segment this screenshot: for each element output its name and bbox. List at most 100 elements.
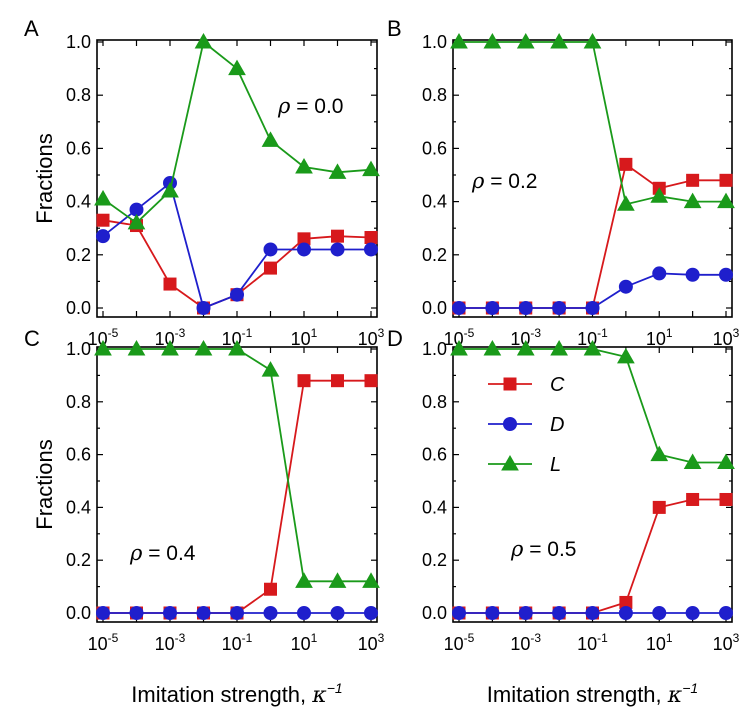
rho-value: = 0.5 bbox=[523, 538, 576, 561]
point-l bbox=[127, 213, 146, 230]
y-axis-title: Fractions bbox=[32, 439, 57, 529]
x-tick-label: 103 bbox=[358, 631, 385, 654]
x-tick-exp: 1 bbox=[311, 631, 318, 645]
x-tick-exp: -1 bbox=[242, 631, 253, 645]
x-axis-title-exp: −1 bbox=[682, 680, 698, 696]
y-tick-label: 1.0 bbox=[422, 339, 447, 359]
legend-label-d: D bbox=[550, 414, 564, 436]
point-d bbox=[552, 301, 567, 315]
panel-b-rho: ρ = 0.2 bbox=[471, 169, 538, 193]
series-a-d bbox=[96, 175, 378, 315]
x-tick-label: 103 bbox=[713, 326, 740, 349]
x-tick-exp: 3 bbox=[733, 631, 740, 645]
x-tick-base: 10 bbox=[713, 329, 733, 349]
point-c bbox=[364, 231, 378, 245]
y-tick-label: 0.8 bbox=[422, 85, 447, 105]
point-l bbox=[261, 131, 280, 147]
point-l bbox=[550, 32, 568, 49]
point-d bbox=[364, 242, 378, 257]
y-tick-label: 0.8 bbox=[422, 392, 447, 412]
x-tick-exp: -3 bbox=[175, 631, 186, 645]
x-tick-base: 10 bbox=[291, 634, 311, 654]
panel-b-letter: B bbox=[387, 16, 402, 41]
y-tick-label: 0.6 bbox=[66, 445, 91, 465]
y-tick-label: 0.4 bbox=[422, 497, 447, 517]
x-tick-base: 10 bbox=[358, 634, 378, 654]
y-tick-label: 0.8 bbox=[66, 85, 91, 105]
series-c-l bbox=[94, 339, 380, 588]
point-d bbox=[485, 301, 500, 315]
panel-d-rho: ρ = 0.5 bbox=[510, 537, 577, 561]
y-tick-label: 0.2 bbox=[422, 550, 447, 570]
x-tick-label: 10-1 bbox=[222, 631, 253, 654]
point-l bbox=[328, 572, 347, 588]
point-d bbox=[685, 267, 700, 282]
point-c bbox=[719, 173, 733, 187]
point-c bbox=[719, 492, 733, 506]
x-tick-exp: -1 bbox=[597, 326, 608, 340]
y-tick-label: 0.4 bbox=[66, 192, 91, 212]
point-l bbox=[516, 32, 535, 49]
point-d bbox=[652, 266, 667, 281]
y-tick-label: 1.0 bbox=[422, 32, 447, 52]
point-l bbox=[295, 158, 313, 174]
point-c bbox=[264, 582, 277, 596]
x-tick-exp: -1 bbox=[597, 631, 608, 645]
point-d bbox=[552, 606, 567, 620]
y-tick-label: 0.6 bbox=[66, 138, 91, 158]
y-tick-label: 0.2 bbox=[66, 245, 91, 265]
point-l bbox=[483, 339, 502, 356]
rho-symbol: ρ bbox=[510, 537, 524, 561]
legend-label-l: L bbox=[550, 454, 561, 476]
panel-a-rho: ρ = 0.0 bbox=[277, 94, 344, 118]
point-c bbox=[652, 500, 666, 514]
point-l bbox=[550, 339, 568, 356]
point-l bbox=[683, 453, 702, 470]
point-c bbox=[331, 229, 344, 243]
point-d bbox=[330, 242, 345, 257]
point-d bbox=[618, 606, 633, 620]
point-l bbox=[362, 160, 380, 177]
x-tick-exp: -5 bbox=[108, 326, 119, 340]
point-l bbox=[516, 339, 535, 356]
point-c bbox=[619, 157, 633, 171]
point-l bbox=[483, 32, 502, 49]
x-tick-label: 10-5 bbox=[88, 631, 119, 654]
x-tick-exp: 3 bbox=[378, 326, 385, 340]
x-axis-title: Imitation strength, κ−1 bbox=[487, 680, 698, 708]
series-line-c bbox=[103, 379, 371, 614]
point-d bbox=[452, 606, 466, 620]
x-tick-base: 10 bbox=[577, 634, 597, 654]
y-tick-label: 1.0 bbox=[66, 339, 91, 359]
x-axis-title: Imitation strength, κ−1 bbox=[131, 680, 342, 708]
x-tick-exp: -3 bbox=[530, 631, 541, 645]
point-l bbox=[328, 163, 347, 179]
point-c bbox=[297, 374, 311, 388]
point-l bbox=[161, 339, 179, 356]
x-tick-exp: -5 bbox=[108, 631, 119, 645]
point-l bbox=[194, 339, 213, 356]
y-tick-label: 0.2 bbox=[422, 245, 447, 265]
point-l bbox=[617, 347, 635, 364]
series-b-l bbox=[450, 32, 735, 211]
x-tick-base: 10 bbox=[713, 634, 733, 654]
point-l bbox=[228, 339, 246, 356]
point-l bbox=[450, 32, 468, 49]
point-d bbox=[485, 606, 500, 620]
y-tick-label: 0.0 bbox=[66, 603, 91, 623]
x-tick-exp: -5 bbox=[464, 326, 475, 340]
series-d-d bbox=[452, 606, 733, 620]
y-tick-label: 1.0 bbox=[66, 32, 91, 52]
x-tick-exp: 1 bbox=[311, 326, 318, 340]
x-axis-title-symbol: κ bbox=[311, 683, 327, 708]
series-b-d bbox=[452, 266, 733, 315]
point-l bbox=[261, 361, 280, 377]
x-axis-title-text: Imitation strength, bbox=[487, 682, 668, 707]
rho-symbol: ρ bbox=[129, 541, 143, 565]
series-line-c bbox=[459, 498, 726, 614]
x-tick-base: 10 bbox=[358, 329, 378, 349]
x-axis-title-symbol: κ bbox=[667, 683, 683, 708]
series-d-l bbox=[450, 339, 735, 470]
